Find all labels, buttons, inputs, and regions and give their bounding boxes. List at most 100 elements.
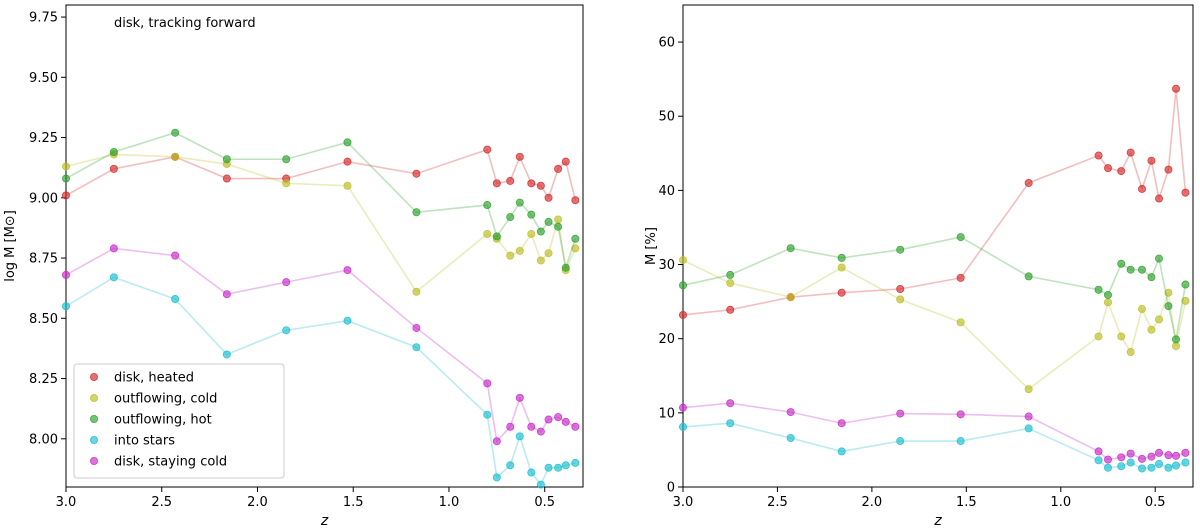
series-2: [62, 128, 580, 272]
data-point: [222, 350, 231, 359]
data-point: [1181, 280, 1190, 289]
legend-marker: [90, 414, 99, 423]
plot-frame: [682, 4, 1194, 488]
data-point: [726, 270, 735, 279]
data-point: [571, 244, 580, 253]
data-point: [527, 229, 536, 238]
x-tick-label: 2.0: [862, 495, 883, 510]
data-point: [726, 279, 735, 288]
data-point: [1126, 148, 1135, 157]
data-point: [896, 245, 905, 254]
x-axis-label: z: [933, 513, 942, 529]
data-point: [109, 148, 118, 157]
plot-frame: [65, 4, 584, 488]
data-point: [1104, 455, 1113, 464]
data-point: [527, 179, 536, 188]
series-4: [62, 244, 580, 446]
series-3: [679, 419, 1190, 473]
data-point: [1126, 348, 1135, 357]
data-point: [544, 249, 553, 258]
data-point: [1181, 296, 1190, 305]
data-point: [571, 234, 580, 243]
data-point: [412, 169, 421, 178]
data-point: [1024, 412, 1033, 421]
data-point: [554, 215, 563, 224]
data-point: [1094, 151, 1103, 160]
data-point: [412, 287, 421, 296]
data-point: [483, 379, 492, 388]
data-point: [282, 179, 291, 188]
data-point: [1147, 156, 1156, 165]
data-point: [956, 273, 965, 282]
y-tick-label: 8.75: [29, 252, 58, 267]
series-2: [679, 233, 1190, 344]
data-point: [62, 191, 71, 200]
data-point: [1147, 325, 1156, 334]
data-point: [956, 318, 965, 327]
y-tick-label: 9.50: [29, 71, 58, 86]
data-point: [1155, 315, 1164, 324]
series-line: [65, 148, 577, 201]
data-point: [956, 233, 965, 242]
data-point: [1104, 290, 1113, 299]
data-point: [1104, 463, 1113, 472]
data-point: [561, 263, 570, 272]
series-line: [682, 236, 1187, 340]
data-point: [222, 174, 231, 183]
data-point: [222, 155, 231, 164]
data-point: [837, 419, 846, 428]
data-point: [554, 222, 563, 231]
data-point: [282, 155, 291, 164]
data-point: [343, 157, 352, 166]
data-point: [1094, 332, 1103, 341]
data-point: [536, 227, 545, 236]
data-point: [483, 410, 492, 419]
series-3: [62, 273, 580, 489]
data-point: [171, 251, 180, 260]
data-point: [282, 326, 291, 335]
legend-box: [73, 363, 285, 479]
data-point: [343, 316, 352, 325]
legend-entry: into stars: [114, 434, 175, 449]
data-point: [1104, 164, 1113, 173]
data-point: [483, 201, 492, 210]
series-line: [65, 131, 577, 268]
data-point: [1172, 84, 1181, 93]
data-point: [544, 193, 553, 202]
x-tick-label: 1.5: [343, 495, 364, 510]
data-point: [554, 413, 563, 422]
data-point: [896, 437, 905, 446]
data-point: [679, 422, 688, 431]
data-point: [527, 468, 536, 477]
data-point: [492, 437, 501, 446]
data-point: [222, 290, 231, 299]
legend-entry: disk, heated: [114, 371, 194, 386]
data-point: [1155, 460, 1164, 469]
data-point: [554, 463, 563, 472]
data-point: [171, 152, 180, 161]
data-point: [536, 480, 545, 489]
data-point: [956, 437, 965, 446]
data-point: [726, 399, 735, 408]
data-point: [1138, 265, 1147, 274]
data-point: [506, 461, 515, 470]
data-point: [544, 217, 553, 226]
data-point: [282, 278, 291, 287]
data-point: [483, 229, 492, 238]
y-axis-label: M [%]: [644, 227, 659, 265]
y-tick-label: 8.50: [29, 312, 58, 327]
y-tick-label: 9.25: [29, 131, 58, 146]
data-point: [109, 273, 118, 282]
x-axis-label: z: [320, 513, 329, 529]
data-point: [527, 210, 536, 219]
data-point: [109, 164, 118, 173]
data-point: [1138, 454, 1147, 463]
data-point: [1094, 456, 1103, 465]
data-point: [679, 281, 688, 290]
data-point: [896, 295, 905, 304]
data-point: [1138, 464, 1147, 473]
data-point: [536, 181, 545, 190]
data-point: [561, 461, 570, 470]
data-point: [837, 263, 846, 272]
